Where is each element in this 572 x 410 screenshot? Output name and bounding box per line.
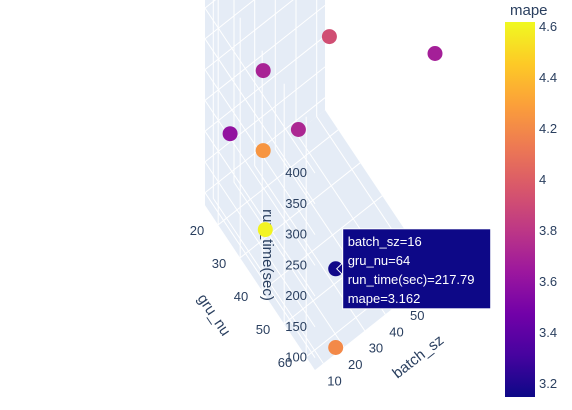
colorbar-tick-label: 3.6 — [539, 274, 557, 289]
tick-labels: 100 150 200 250 300 350 400 20 30 40 50 60 10 20 30 40 5… — [190, 165, 445, 388]
colorbar-tick-label: 4.2 — [539, 121, 557, 136]
wall-batch-runtime — [205, 0, 325, 205]
grid-line-z — [204, 66, 326, 328]
data-point[interactable] — [222, 126, 238, 142]
z-tick-label: 200 — [285, 288, 307, 303]
data-point[interactable] — [290, 122, 306, 137]
y-tick-label: 60 — [278, 355, 292, 370]
x-tick-label: 20 — [348, 357, 362, 372]
z-tick-label: 400 — [285, 165, 307, 180]
data-point[interactable] — [321, 29, 337, 45]
grid-line-z — [204, 97, 326, 358]
plot-scene: 100 150 200 250 300 350 400 20 30 40 50 60 10 20 30 40 5… — [190, 0, 447, 388]
z-tick-label: 250 — [285, 257, 307, 272]
grid-line-z — [204, 0, 316, 235]
x-tick-label: 40 — [389, 324, 403, 339]
data-point[interactable] — [328, 340, 344, 355]
data-point[interactable] — [257, 222, 273, 238]
grid-line-x — [233, 0, 345, 348]
hover-tooltip: batch_sz=16 gru_nu=64 run_time(sec)=217.79… — [335, 228, 492, 310]
colorbar: mape 3.2 3.4 3.6 3.8 4 4.2 4.4 4.6 — [505, 2, 557, 397]
grid-line-y — [261, 50, 383, 292]
colorbar-tick-label: 4.6 — [539, 19, 557, 34]
colorbar-tick-label: 4.4 — [539, 70, 557, 85]
x-axis-title: batch_sz — [389, 332, 447, 382]
colorbar-gradient — [505, 22, 535, 397]
z-tick-label: 100 — [285, 350, 307, 365]
tooltip-line: mape=3.162 — [348, 291, 421, 306]
z-tick-label: 300 — [285, 227, 307, 242]
data-point[interactable] — [255, 63, 271, 79]
grid-line-z — [204, 5, 326, 266]
y-tick-label: 50 — [256, 322, 270, 337]
colorbar-tick-label: 4 — [539, 172, 546, 187]
tooltip-line: batch_sz=16 — [348, 234, 422, 249]
y-tick-label: 20 — [190, 223, 204, 238]
grid-line-z — [204, 35, 326, 297]
x-tick-label: 50 — [410, 308, 424, 323]
tooltip-box — [342, 228, 492, 310]
grid-line-x — [212, 0, 324, 364]
grid-line-x — [254, 0, 366, 331]
x-tick-label: 10 — [327, 373, 341, 388]
tooltip-line: run_time(sec)=217.79 — [348, 272, 475, 287]
grid-line-z — [204, 0, 316, 174]
z-tick-label: 350 — [285, 196, 307, 211]
y-tick-label: 40 — [234, 289, 248, 304]
grid-line-z — [204, 0, 316, 205]
y-tick-label: 30 — [212, 256, 226, 271]
z-tick-label: 150 — [285, 319, 307, 334]
colorbar-tick-label: 3.2 — [539, 376, 557, 391]
data-point[interactable] — [328, 261, 344, 277]
grid-line-y — [239, 17, 361, 259]
data-point[interactable] — [255, 143, 271, 159]
colorbar-title: mape — [510, 2, 548, 19]
y-axis-title: gru_nu — [194, 291, 234, 339]
grid-line-y — [217, 0, 339, 226]
x-tick-label: 30 — [369, 341, 383, 356]
grid-line-x — [316, 0, 428, 282]
data-point[interactable] — [427, 46, 443, 61]
colorbar-tick-label: 3.4 — [539, 325, 557, 340]
tooltip-line: gru_nu=64 — [348, 253, 411, 268]
colorbar-tick-label: 3.8 — [539, 223, 557, 238]
